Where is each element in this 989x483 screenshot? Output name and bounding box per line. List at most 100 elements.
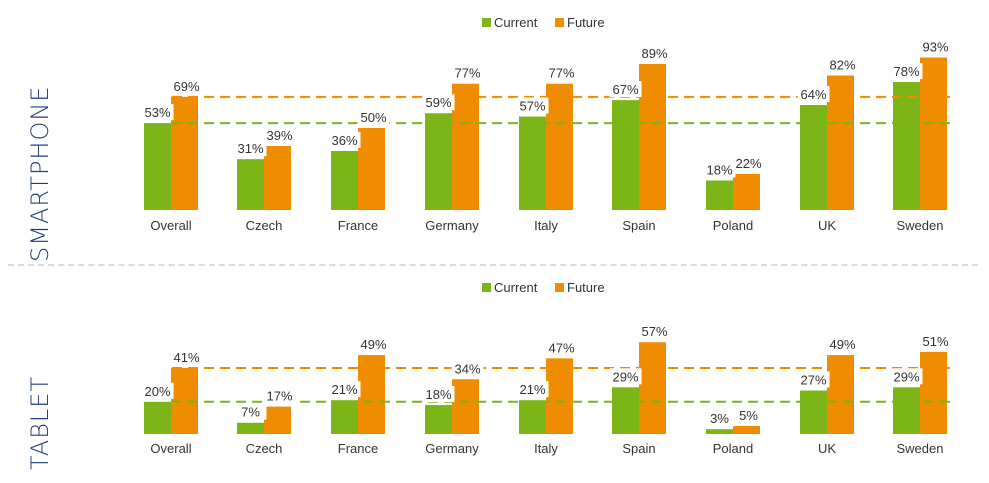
tablet-data-label-bg-current	[797, 371, 830, 388]
smartphone-category-label: France	[338, 218, 378, 233]
tablet-bar-future	[639, 342, 666, 434]
tablet-data-label-current: 3%	[710, 411, 729, 426]
smartphone-data-label-bg-current	[234, 140, 267, 157]
tablet-data-label-bg-future	[263, 387, 296, 404]
tablet-data-label-future: 41%	[173, 350, 199, 365]
tablet-data-label-bg-current	[422, 386, 455, 403]
smartphone-data-label-future: 22%	[735, 156, 761, 171]
smartphone-bar-current	[612, 100, 639, 210]
smartphone-bar-current	[893, 82, 920, 210]
tablet-data-label-current: 20%	[144, 384, 170, 399]
tablet-data-label-bg-current	[328, 381, 361, 398]
smartphone-bar-current	[519, 116, 546, 210]
tablet-data-label-current: 18%	[425, 387, 451, 402]
smartphone-data-label-future: 77%	[548, 66, 574, 81]
smartphone-data-label-current: 18%	[706, 162, 732, 177]
tablet-category-label: France	[338, 441, 378, 456]
tablet-category-label: UK	[818, 441, 836, 456]
smartphone-data-label-future: 50%	[360, 110, 386, 125]
smartphone-data-label-current: 59%	[425, 95, 451, 110]
smartphone-bar-future	[827, 75, 854, 211]
smartphone-category-label: Poland	[713, 218, 753, 233]
smartphone-data-label-bg-current	[422, 94, 455, 111]
smartphone-data-label-bg-future	[545, 64, 578, 81]
smartphone-legend-swatch-future	[555, 18, 564, 27]
tablet-bar-future	[546, 358, 573, 434]
smartphone-data-label-current: 64%	[800, 87, 826, 102]
tablet-bar-future	[827, 355, 854, 434]
smartphone-legend-label-future: Future	[567, 15, 605, 30]
tablet-data-label-bg-future	[732, 406, 765, 423]
smartphone-data-label-future: 82%	[829, 58, 855, 73]
smartphone-data-label-future: 89%	[641, 46, 667, 61]
tablet-bar-current	[706, 429, 733, 434]
smartphone-data-label-bg-current	[890, 63, 923, 80]
smartphone-bar-current	[237, 159, 264, 210]
tablet-data-label-bg-current	[234, 403, 267, 420]
smartphone-data-label-bg-current	[516, 97, 549, 114]
smartphone-bar-current	[331, 150, 358, 210]
smartphone-bar-future	[171, 96, 198, 210]
tablet-data-label-bg-future	[170, 348, 203, 365]
smartphone-category-label: Spain	[622, 218, 655, 233]
tablet-data-label-current: 7%	[241, 405, 260, 420]
tablet-data-label-future: 34%	[454, 361, 480, 376]
smartphone-data-label-bg-future	[919, 38, 952, 55]
smartphone-data-label-bg-current	[703, 161, 736, 178]
tablet-data-label-bg-current	[516, 381, 549, 398]
tablet-category-label: Sweden	[897, 441, 944, 456]
tablet-data-label-future: 49%	[360, 337, 386, 352]
tablet-bar-future	[264, 406, 291, 434]
smartphone-data-label-bg-future	[826, 56, 859, 73]
tablet-data-label-current: 21%	[519, 382, 545, 397]
tablet-data-label-bg-future	[545, 339, 578, 356]
smartphone-data-label-bg-current	[141, 104, 174, 121]
smartphone-data-label-current: 36%	[331, 133, 357, 148]
tablet-data-label-future: 17%	[266, 389, 292, 404]
smartphone-data-label-bg-future	[638, 45, 671, 62]
smartphone-data-label-bg-future	[263, 127, 296, 144]
smartphone-legend-label-current: Current	[494, 15, 538, 30]
tablet-data-label-future: 51%	[922, 334, 948, 349]
tablet-bar-current	[893, 387, 920, 434]
tablet-bar-future	[358, 355, 385, 434]
tablet-bar-current	[425, 405, 452, 434]
smartphone-bar-current	[425, 113, 452, 210]
tablet-data-label-bg-future	[451, 360, 484, 377]
tablet-bar-future	[733, 425, 760, 434]
tablet-data-label-future: 49%	[829, 337, 855, 352]
tablet-data-label-bg-future	[919, 332, 952, 349]
smartphone-bar-current	[800, 105, 827, 210]
tablet-bar-current	[144, 401, 171, 434]
smartphone-data-label-current: 57%	[519, 99, 545, 114]
tablet-bar-current	[237, 422, 264, 434]
smartphone-data-label-future: 69%	[173, 79, 199, 94]
tablet-data-label-bg-current	[703, 410, 736, 427]
tablet-category-label: Overall	[150, 441, 191, 456]
tablet-category-label: Italy	[534, 441, 558, 456]
smartphone-data-label-future: 39%	[266, 128, 292, 143]
smartphone-bar-future	[546, 83, 573, 210]
tablet-data-label-current: 27%	[800, 373, 826, 388]
tablet-data-label-bg-current	[609, 368, 642, 385]
tablet-legend-swatch-current	[482, 283, 491, 292]
tablet-data-label-bg-future	[638, 323, 671, 340]
smartphone-legend-swatch-current	[482, 18, 491, 27]
tablet-category-label: Poland	[713, 441, 753, 456]
tablet-category-label: Spain	[622, 441, 655, 456]
smartphone-data-label-bg-current	[797, 86, 830, 103]
smartphone-data-label-future: 93%	[922, 39, 948, 54]
smartphone-data-label-bg-future	[170, 77, 203, 94]
tablet-bar-current	[331, 400, 358, 434]
smartphone-bar-future	[920, 57, 947, 211]
tablet-bar-current	[519, 400, 546, 434]
tablet-data-label-bg-current	[141, 382, 174, 399]
tablet-data-label-current: 21%	[331, 382, 357, 397]
tablet-bar-current	[800, 390, 827, 434]
smartphone-data-label-bg-future	[357, 109, 390, 125]
tablet-data-label-future: 57%	[641, 324, 667, 339]
smartphone-bar-future	[639, 64, 666, 210]
smartphone-data-label-current: 67%	[612, 82, 638, 97]
smartphone-bar-current	[706, 180, 733, 210]
smartphone-data-label-current: 78%	[893, 64, 919, 79]
